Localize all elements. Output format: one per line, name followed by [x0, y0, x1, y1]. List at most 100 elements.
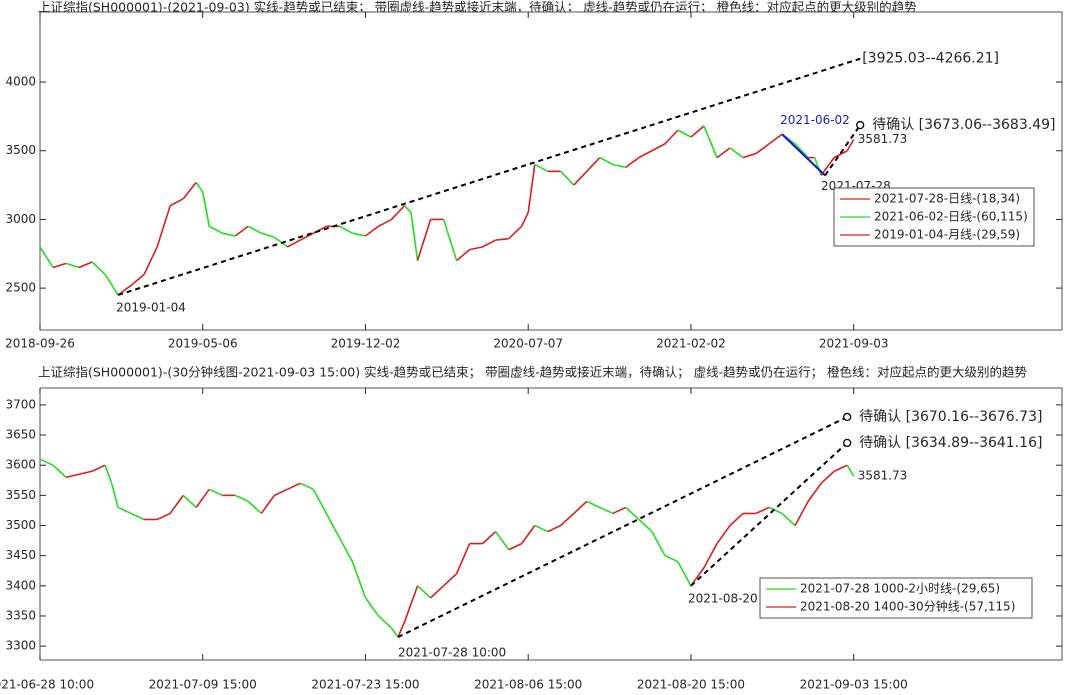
x-tick-label: 2021-08-20 15:00 [637, 678, 745, 692]
x-tick-label: 2021-02-02 [656, 337, 726, 351]
price-segment [410, 212, 419, 261]
price-segment [443, 573, 458, 587]
price-segment [143, 246, 158, 275]
y-tick-label: 3500 [5, 518, 36, 532]
price-segment [325, 513, 341, 538]
price-segment [482, 239, 497, 248]
price-segment [456, 249, 471, 262]
y-tick-label: 3500 [5, 143, 36, 157]
x-tick-label: 2021-09-03 15:00 [800, 678, 908, 692]
y-tick-label: 3700 [5, 397, 36, 411]
price-segment [208, 225, 223, 234]
price-segment [338, 537, 354, 563]
price-segment [599, 156, 614, 166]
price-segment [442, 219, 458, 261]
price-segment [599, 506, 614, 515]
price-segment [651, 143, 666, 152]
x-tick-label: 2019-12-02 [331, 337, 401, 351]
price-segment [78, 470, 93, 476]
price-segment [625, 506, 640, 521]
price-segment [403, 205, 412, 214]
price-segment [651, 531, 666, 557]
pending-marker [843, 412, 852, 422]
price-segment [820, 470, 835, 484]
price-segment [716, 147, 731, 159]
price-segment [703, 125, 718, 158]
price-segment [130, 512, 145, 521]
price-segment [247, 500, 262, 515]
price-segment [586, 157, 601, 172]
price-segment [117, 506, 132, 515]
price-segment [169, 494, 184, 514]
price-segment [312, 488, 328, 514]
price-segment [339, 225, 353, 234]
price-segment [234, 225, 249, 237]
price-segment [39, 458, 54, 466]
legend-label: 2021-07-28 1000-2小时线-(29,65) [800, 582, 1000, 596]
x-tick-label: 2018-09-26 [5, 337, 75, 351]
price-segment [261, 232, 275, 239]
chart-title: 上证综指(SH000001)-(30分钟线图-2021-09-03 15:00)… [38, 365, 1028, 380]
chart-title: 上证综指(SH000001)-(2021-09-03) 实线-趋势或已结束； 带… [38, 0, 917, 15]
price-segment [560, 512, 575, 527]
pending-marker [843, 438, 852, 448]
price-segment [208, 488, 223, 497]
price-segment [755, 143, 770, 155]
price-segment [560, 170, 575, 186]
price-segment [300, 482, 314, 491]
price-segment [182, 181, 197, 200]
y-tick-label: 3350 [5, 608, 36, 622]
trend-line [117, 57, 861, 296]
price-segment [195, 488, 210, 508]
price-segment [397, 621, 406, 638]
price-segment [156, 205, 171, 248]
price-segment [768, 133, 783, 145]
price-segment [495, 531, 510, 551]
legend-label: 2021-08-20 1400-30分钟线-(57,115) [800, 599, 1015, 614]
price-segment [807, 482, 822, 502]
price-segment [260, 494, 275, 514]
price-segment [365, 225, 379, 237]
price-segment [833, 150, 848, 159]
price-segment [664, 554, 679, 563]
price-segment [495, 237, 509, 241]
price-segment [416, 219, 432, 261]
price-segment [508, 542, 523, 551]
price-segment [201, 191, 211, 227]
annotation: [3925.03--4266.21] [862, 51, 999, 67]
price-segment [573, 500, 588, 515]
price-segment [110, 483, 119, 508]
price-segment [91, 464, 106, 472]
price-segment [378, 218, 392, 227]
x-tick-label: 2020-07-07 [493, 337, 563, 351]
price-segment [716, 525, 731, 545]
price-segment [677, 561, 692, 587]
price-segment [781, 512, 796, 527]
annotation: 2021-07-28 10:00 [398, 646, 506, 660]
price-segment [690, 125, 705, 138]
price-segment [52, 262, 67, 269]
pending-marker [856, 120, 865, 130]
price-segment [104, 273, 119, 296]
annotation: 待确认 [3634.89--3641.16] [859, 435, 1042, 451]
price-segment [677, 129, 692, 138]
price-segment [169, 198, 184, 207]
annotation: 2019-01-04 [116, 300, 186, 314]
price-segment [833, 464, 848, 472]
price-segment [482, 530, 497, 545]
price-segment [729, 147, 744, 159]
price-segment [455, 543, 471, 575]
price-segment [78, 261, 93, 269]
price-segment [364, 597, 380, 617]
y-tick-label: 2500 [5, 281, 36, 295]
x-tick-label: 2021-07-23 15:00 [311, 678, 419, 692]
price-segment [625, 156, 640, 168]
price-segment [586, 500, 601, 509]
price-segment [547, 524, 562, 533]
trend-line [824, 124, 862, 177]
price-segment [534, 163, 549, 173]
price-segment [742, 152, 757, 159]
x-tick-label: 2019-05-06 [168, 337, 238, 351]
y-tick-label: 3650 [5, 428, 36, 442]
price-segment [813, 157, 822, 176]
